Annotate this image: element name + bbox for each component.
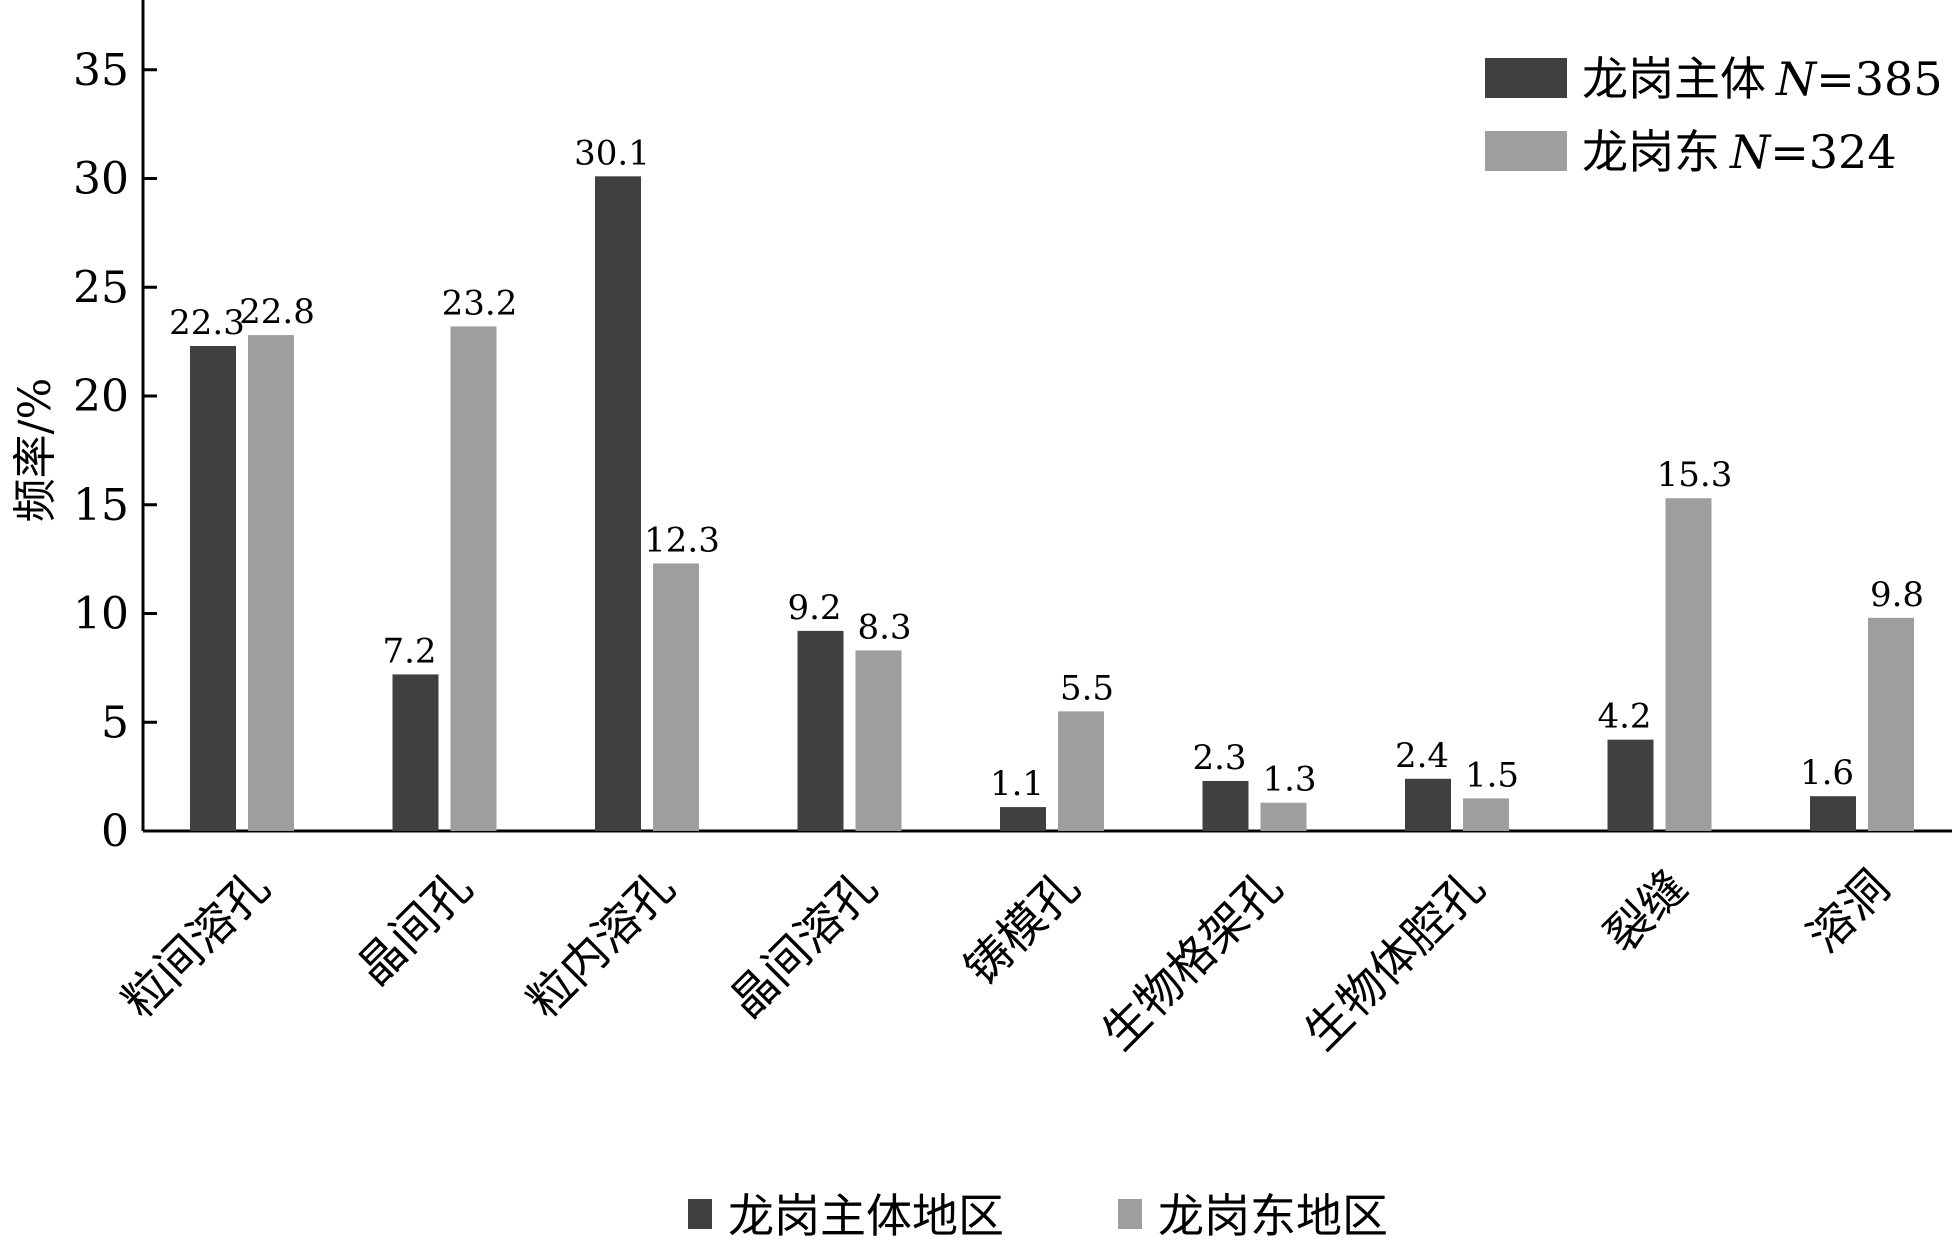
data-label-series-2-4: 8.3 — [857, 607, 911, 647]
bar-series-2-9 — [1868, 617, 1914, 831]
legend-entry-series-1: 龙岗主体 N=385 — [1582, 52, 1943, 106]
data-label-series-2-9: 9.8 — [1870, 575, 1924, 615]
bar-series-2-8 — [1665, 498, 1712, 831]
bottom-legend-swatch-1 — [688, 1199, 712, 1229]
bottom-legend-swatch-2 — [1118, 1199, 1142, 1229]
data-label-series-2-3: 12.3 — [644, 520, 720, 560]
data-label-series-1-5: 1.1 — [990, 764, 1044, 804]
bar-series-1-5 — [1000, 807, 1046, 831]
legend-swatch-series-1 — [1485, 58, 1567, 98]
category-label-7: 生物体腔孔 — [1294, 860, 1495, 1061]
category-label-9: 溶洞 — [1797, 860, 1900, 963]
data-label-series-2-2: 23.2 — [442, 283, 518, 323]
data-label-series-1-1: 22.3 — [169, 303, 245, 343]
category-label-3: 粒内溶孔 — [516, 860, 684, 1028]
data-label-series-2-1: 22.8 — [239, 292, 315, 332]
data-label-series-2-5: 5.5 — [1060, 668, 1114, 708]
y-ticks: 0 5 10 15 20 25 30 35 — [73, 45, 157, 857]
data-label-series-1-7: 2.4 — [1395, 736, 1449, 776]
category-label-8: 裂缝 — [1594, 860, 1697, 963]
bottom-legend-label-2: 龙岗东地区 — [1158, 1189, 1388, 1243]
data-label-series-1-9: 1.6 — [1800, 753, 1854, 793]
bar-series-2-5 — [1058, 711, 1104, 831]
bar-series-1-9 — [1810, 796, 1856, 831]
data-label-series-2-8: 15.3 — [1657, 455, 1733, 495]
data-label-series-1-2: 7.2 — [382, 631, 436, 671]
data-label-series-2-6: 1.3 — [1262, 760, 1316, 800]
legend-n-value-series-1: =385 — [1816, 52, 1942, 106]
data-label-series-1-6: 2.3 — [1192, 738, 1246, 778]
bar-series-2-6 — [1260, 802, 1307, 831]
category-label-2: 晶间孔 — [347, 860, 483, 996]
data-label-series-1-4: 9.2 — [787, 588, 841, 628]
bottom-legend-label-1: 龙岗主体地区 — [728, 1189, 1004, 1243]
category-label-6: 生物格架孔 — [1091, 860, 1292, 1061]
y-tick-label: 15 — [73, 480, 129, 531]
y-tick-label: 5 — [101, 697, 129, 748]
bar-series-2-7 — [1463, 798, 1509, 831]
category-label-5: 铸模孔 — [954, 860, 1090, 996]
bar-series-2-2 — [450, 326, 497, 831]
y-axis-label: 频率/% — [10, 378, 61, 523]
chart-bars — [190, 176, 1914, 831]
bar-series-1-3 — [595, 176, 641, 831]
legend-name-series-2: 龙岗东 — [1582, 125, 1720, 179]
bar-series-2-4 — [855, 650, 902, 831]
bar-series-2-3 — [653, 563, 699, 831]
legend: 龙岗主体 N=385 龙岗东 N=324 — [1485, 52, 1943, 179]
category-label-4: 晶间溶孔 — [719, 860, 887, 1028]
bar-series-1-1 — [190, 345, 236, 831]
y-tick-label: 35 — [73, 45, 129, 96]
legend-name-series-1: 龙岗主体 — [1582, 52, 1766, 106]
y-tick-label: 25 — [73, 262, 129, 313]
bar-series-1-2 — [392, 674, 439, 831]
bar-series-1-8 — [1607, 739, 1654, 831]
legend-swatch-series-2 — [1485, 131, 1567, 171]
bar-series-1-4 — [797, 630, 844, 831]
y-tick-label: 10 — [73, 589, 129, 640]
bottom-legend: 龙岗主体地区 龙岗东地区 — [688, 1189, 1388, 1243]
bar-series-1-6 — [1202, 780, 1249, 831]
category-label-1: 粒间溶孔 — [111, 860, 279, 1028]
legend-n-symbol-series-1: N — [1775, 52, 1818, 106]
legend-n-symbol-series-2: N — [1729, 125, 1772, 179]
y-tick-label: 30 — [73, 154, 129, 205]
bar-series-2-1 — [248, 335, 294, 831]
y-tick-label: 20 — [73, 371, 129, 422]
category-labels: 粒间溶孔 晶间孔 粒内溶孔 晶间溶孔 铸模孔 生物格架孔 生物体腔孔 裂缝 溶洞 — [111, 860, 1899, 1061]
y-tick-label: 0 — [101, 806, 129, 857]
legend-n-value-series-2: =324 — [1770, 125, 1896, 179]
data-labels: 22.322.8 7.2 23.2 30.1 12.3 9.2 8.3 1.1 5.5 2.3 1.… — [169, 133, 1924, 804]
data-label-series-2-7: 1.5 — [1465, 755, 1519, 795]
data-label-series-1-3: 30.1 — [574, 133, 650, 173]
legend-entry-series-2: 龙岗东 N=324 — [1582, 125, 1897, 179]
bar-series-1-7 — [1405, 778, 1451, 831]
data-label-series-1-8: 4.2 — [1597, 697, 1651, 737]
